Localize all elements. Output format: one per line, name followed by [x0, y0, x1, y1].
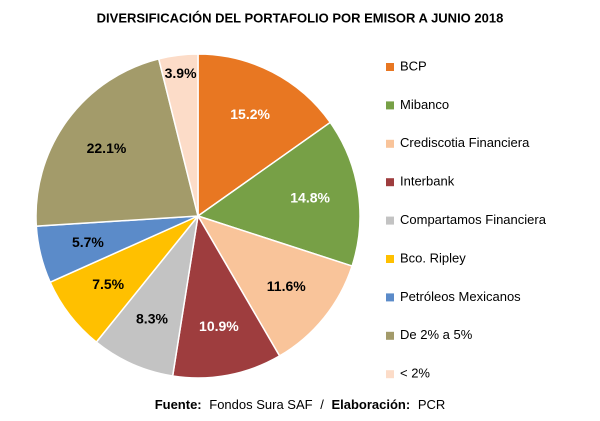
legend-label: Bco. Ripley [400, 250, 466, 265]
data-label: 15.2% [230, 106, 270, 122]
legend-swatch [386, 139, 394, 148]
data-label: 7.5% [92, 276, 124, 292]
legend-label: BCP [400, 58, 427, 73]
legend-swatch [386, 216, 394, 225]
data-label: 22.1% [87, 140, 127, 156]
data-label: 10.9% [199, 318, 239, 334]
legend-swatch [386, 101, 394, 110]
data-label: 3.9% [165, 65, 197, 81]
source-text: PCR [418, 397, 445, 412]
data-label: 11.6% [267, 278, 306, 294]
pie-slice [196, 121, 361, 268]
source-text: Fondos Sura SAF [209, 397, 312, 412]
legend-label: < 2% [400, 366, 430, 381]
legend-label: Petróleos Mexicanos [400, 289, 521, 304]
source-label: Elaboración: [331, 397, 410, 412]
legend-label: Mibanco [400, 97, 449, 112]
legend-label: Compartamos Financiera [400, 212, 547, 227]
source-note: Fuente: Fondos Sura SAF / Elaboración: P… [155, 397, 446, 412]
data-label: 5.7% [72, 234, 104, 250]
data-label: 14.8% [290, 190, 330, 206]
pie-slice [196, 214, 354, 357]
legend-label: De 2% a 5% [400, 327, 473, 342]
legend-label: Interbank [400, 174, 455, 189]
legend-label: Crediscotia Financiera [400, 135, 530, 150]
data-label: 8.3% [136, 310, 168, 326]
pie-slice [197, 53, 332, 218]
legend-swatch [386, 63, 394, 71]
chart-title: DIVERSIFICACIÓN DEL PORTAFOLIO POR EMISO… [97, 10, 504, 25]
source-sep: / [320, 397, 324, 412]
pie-slice [35, 57, 199, 227]
source-label: Fuente: [155, 397, 202, 412]
legend-swatch [386, 331, 394, 340]
legend-swatch [386, 370, 394, 379]
legend-swatch [386, 293, 394, 302]
pie-slice [157, 53, 199, 217]
legend-swatch [386, 178, 394, 187]
pie-slice [171, 213, 281, 379]
legend-swatch [386, 255, 394, 263]
